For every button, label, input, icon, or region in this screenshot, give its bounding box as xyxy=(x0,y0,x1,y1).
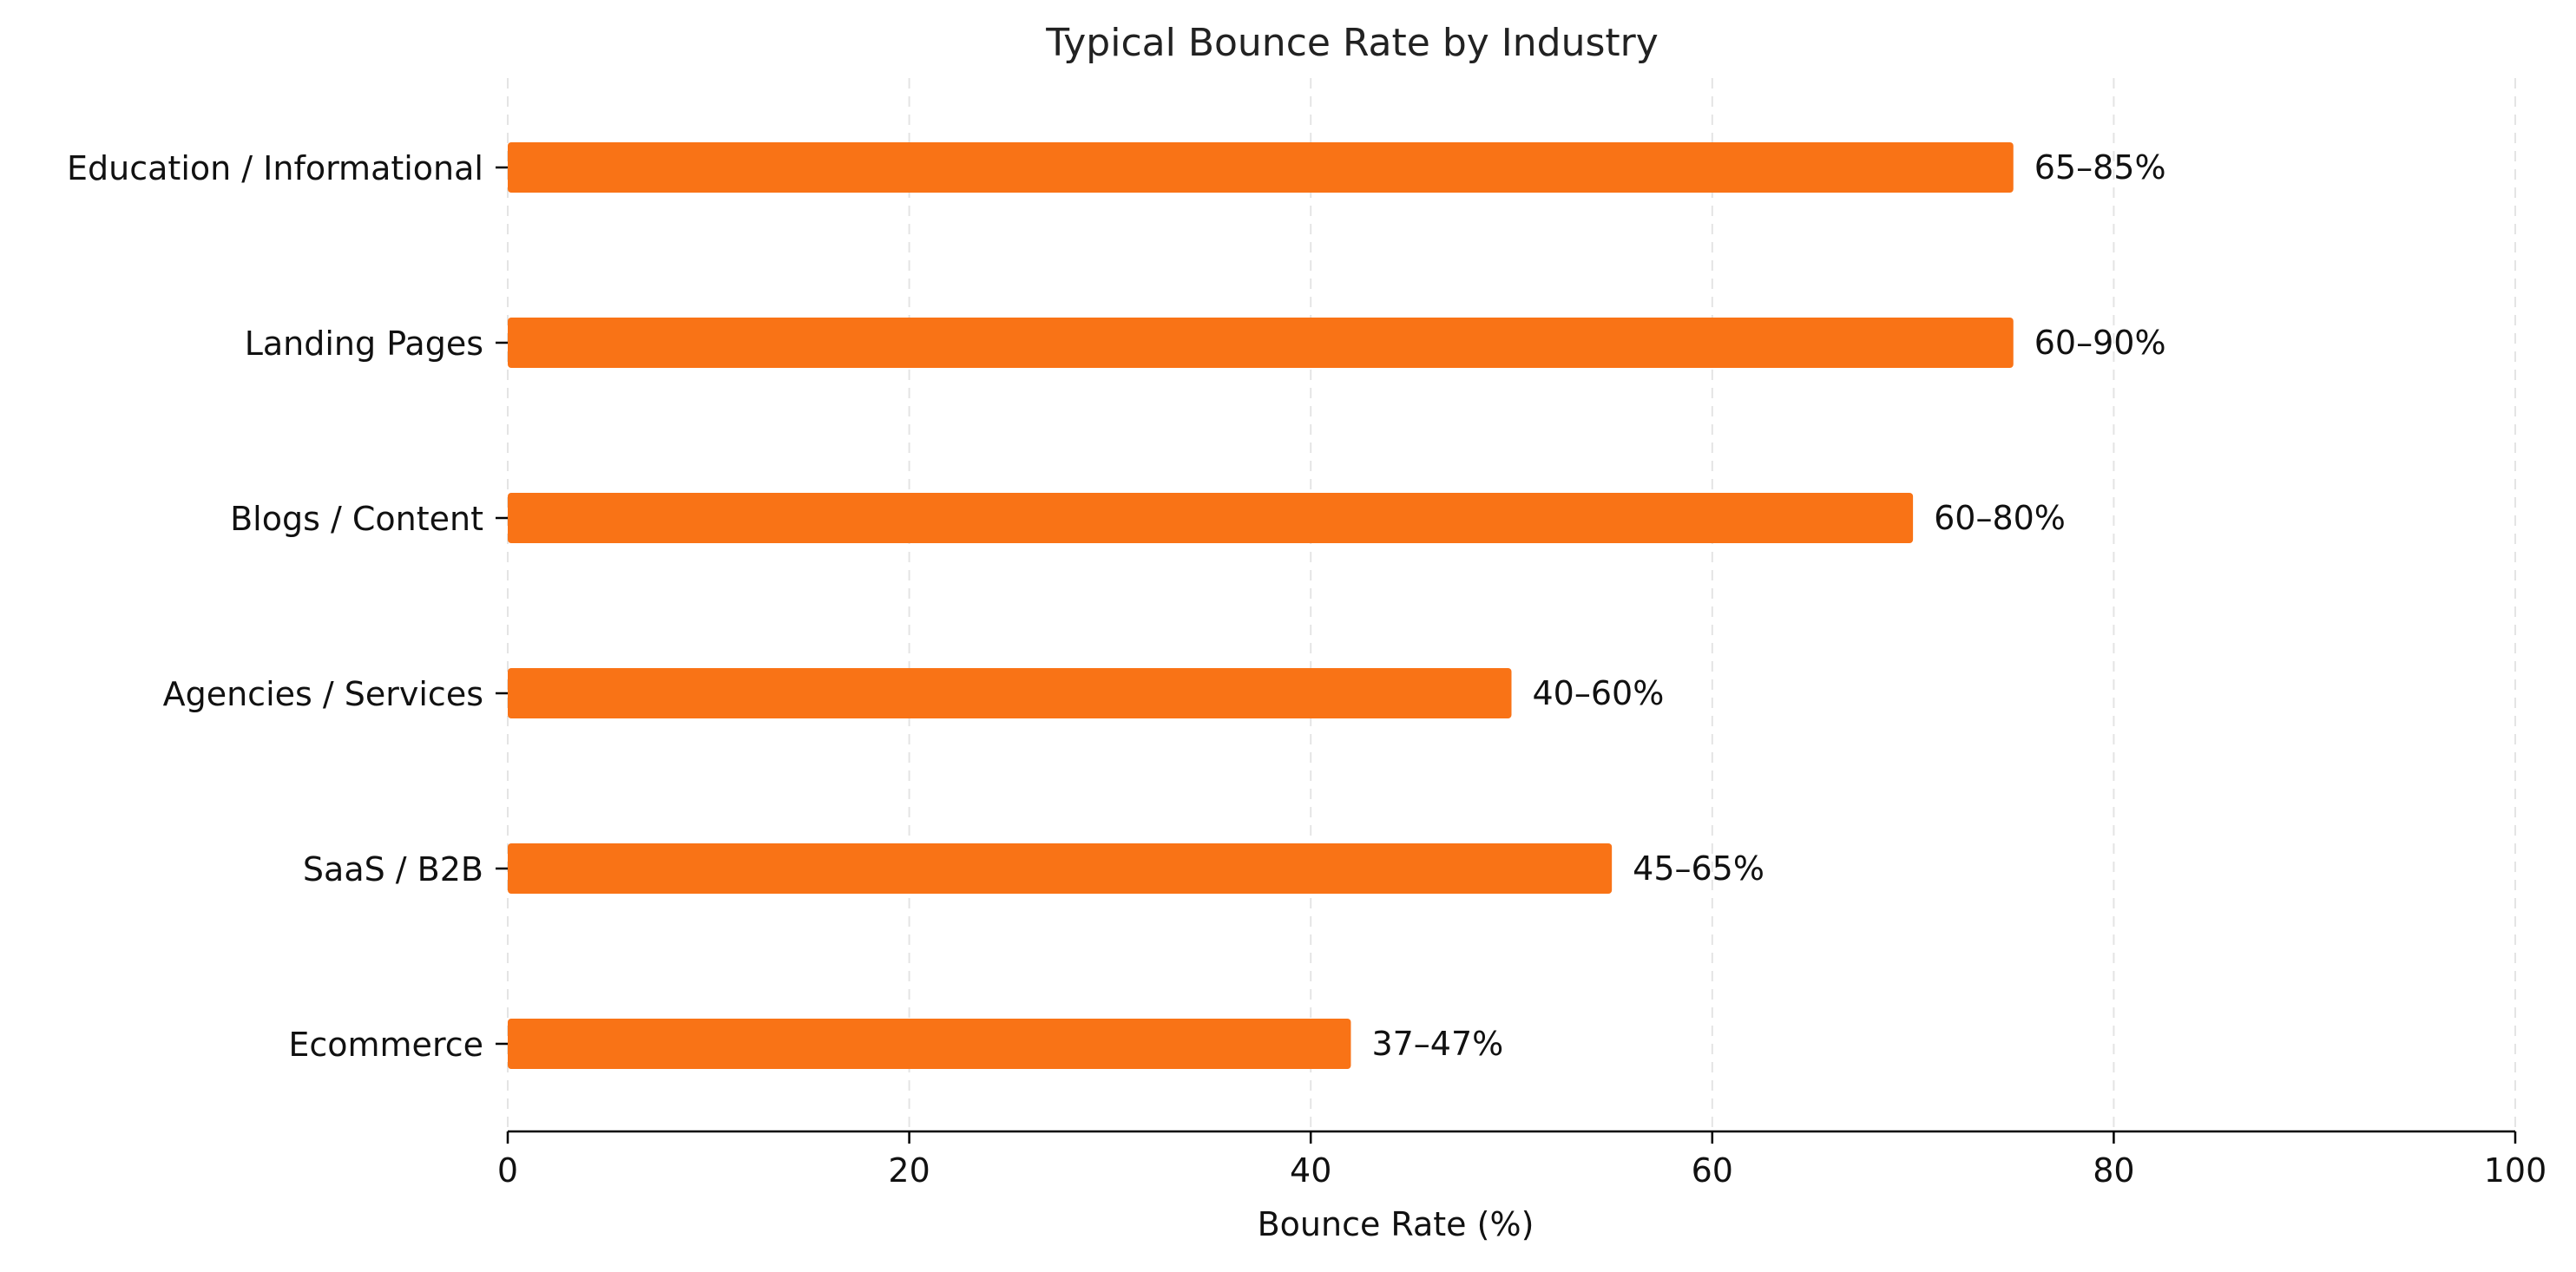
grid-lines xyxy=(507,78,2516,1131)
bar-0 xyxy=(508,142,2014,193)
bar-4 xyxy=(508,843,1613,894)
x-axis: 0 20 40 60 80 100 xyxy=(496,166,2547,1190)
x-tick-label-4: 80 xyxy=(2093,1151,2134,1190)
category-label-1: Landing Pages xyxy=(245,325,483,363)
category-labels: Education / Informational Landing Pages Bl… xyxy=(67,149,483,1064)
x-tick-label-1: 20 xyxy=(888,1151,930,1190)
x-tick-label-0: 0 xyxy=(497,1151,518,1190)
data-labels: 65–85% 60–90% 60–80% 40–60% 45–65% 37–47% xyxy=(1371,148,2165,1063)
category-label-3: Agencies / Services xyxy=(163,675,483,713)
data-label-5: 37–47% xyxy=(1371,1025,1503,1063)
bar-1 xyxy=(508,318,2014,368)
data-label-4: 45–65% xyxy=(1633,849,1764,888)
category-label-2: Blogs / Content xyxy=(230,500,483,538)
bar-3 xyxy=(508,668,1512,718)
data-label-0: 65–85% xyxy=(2034,148,2166,187)
bar-2 xyxy=(508,493,1914,543)
bars xyxy=(508,142,2014,1069)
x-axis-label: Bounce Rate (%) xyxy=(1258,1205,1534,1243)
data-label-1: 60–90% xyxy=(2034,324,2166,362)
data-label-2: 60–80% xyxy=(1934,499,2066,537)
data-label-3: 40–60% xyxy=(1533,674,1665,712)
x-tick-label-2: 40 xyxy=(1290,1151,1331,1190)
category-label-5: Ecommerce xyxy=(288,1026,483,1064)
category-label-0: Education / Informational xyxy=(67,149,483,187)
category-label-4: SaaS / B2B xyxy=(303,850,483,888)
x-tick-label-3: 60 xyxy=(1692,1151,1733,1190)
chart-title: Typical Bounce Rate by Industry xyxy=(1045,21,1659,65)
x-tick-label-5: 100 xyxy=(2484,1151,2547,1190)
bar-5 xyxy=(508,1019,1351,1069)
